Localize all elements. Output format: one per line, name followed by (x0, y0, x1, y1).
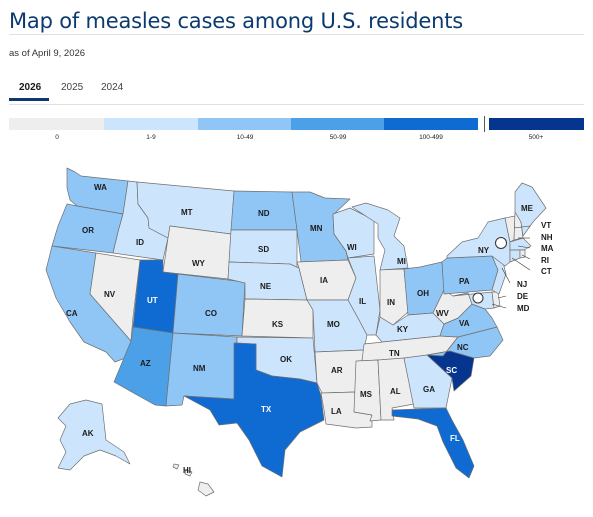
dc-marker (472, 292, 484, 304)
tab-2024[interactable]: 2024 (101, 82, 124, 93)
label-al: AL (390, 387, 401, 396)
state-in[interactable] (379, 268, 409, 326)
label-ma: MA (541, 244, 554, 253)
label-mi: MI (397, 257, 406, 266)
label-ne: NE (260, 282, 272, 291)
page-title: Map of measles cases among U.S. resident… (9, 9, 463, 33)
label-or: OR (82, 226, 94, 235)
legend-swatch-1 (104, 118, 198, 130)
label-co: CO (205, 309, 217, 318)
legend-label-2: 10-49 (236, 134, 254, 141)
label-il: IL (359, 297, 366, 306)
label-ca: CA (66, 309, 78, 318)
state-hi-maui (184, 469, 193, 477)
legend-label-0: 0 (55, 134, 59, 141)
label-md: MD (517, 304, 530, 313)
tab-2026[interactable]: 2026 (19, 82, 42, 93)
label-ms: MS (360, 390, 373, 399)
label-ks: KS (272, 320, 284, 329)
state-me[interactable] (514, 182, 547, 237)
state-fl[interactable] (391, 407, 475, 479)
label-ky: KY (397, 325, 409, 334)
legend-divider (484, 116, 485, 132)
as-of-date: as of April 9, 2026 (9, 48, 86, 59)
state-ga[interactable] (403, 354, 453, 409)
label-tx: TX (261, 405, 272, 414)
state-ks[interactable] (241, 298, 314, 339)
year-tabs: 2026 2025 2024 (9, 82, 584, 105)
label-ia: IA (320, 276, 328, 285)
legend-swatch-3 (291, 118, 384, 130)
label-ok: OK (280, 355, 292, 364)
legend-label-5: 500+ (528, 134, 544, 141)
tab-2025[interactable]: 2025 (61, 82, 84, 93)
state-wy[interactable] (162, 225, 232, 280)
label-pa: PA (459, 277, 470, 286)
state-co[interactable] (172, 273, 246, 337)
label-wy: WY (192, 259, 206, 268)
label-wv: WV (436, 309, 450, 318)
label-mn: MN (310, 224, 323, 233)
state-mi[interactable] (351, 202, 409, 271)
callout-lines (491, 225, 531, 309)
legend-label-1: 1-9 (146, 134, 156, 141)
legend-bar (9, 118, 584, 130)
state-ak[interactable] (57, 399, 131, 471)
label-sd: SD (258, 245, 269, 254)
label-va: VA (459, 319, 470, 328)
label-tn: TN (389, 349, 400, 358)
label-hi: HI (183, 466, 191, 475)
label-oh: OH (417, 289, 429, 298)
label-nd: ND (258, 209, 270, 218)
label-ut: UT (147, 296, 158, 305)
label-nm: NM (193, 364, 206, 373)
label-az: AZ (140, 359, 151, 368)
state-hi[interactable] (197, 481, 215, 497)
label-ar: AR (331, 366, 343, 375)
legend-swatch-2 (198, 118, 291, 130)
legend-swatch-4 (384, 118, 478, 130)
label-in: IN (387, 298, 395, 307)
legend-label-3: 50-99 (329, 134, 347, 141)
label-ak: AK (82, 429, 94, 438)
label-wa: WA (94, 183, 107, 192)
label-nc: NC (457, 343, 469, 352)
label-ri: RI (541, 256, 549, 265)
state-wi[interactable] (332, 207, 375, 259)
state-labels: WA OR CA ID NV MT WY UT AZ CO NM ND SD N… (66, 183, 554, 475)
active-tab-indicator (9, 98, 49, 101)
label-mo: MO (327, 320, 340, 329)
state-hi-oahu (172, 463, 180, 470)
dc-marker-ne (495, 237, 507, 249)
legend-swatch-0 (9, 118, 104, 130)
title-divider (9, 34, 584, 35)
legend-swatch-5 (489, 118, 584, 130)
state-ri[interactable] (519, 249, 526, 259)
label-la: LA (331, 407, 342, 416)
label-de: DE (517, 292, 529, 301)
state-nv[interactable] (89, 252, 141, 342)
us-map: WA OR CA ID NV MT WY UT AZ CO NM ND SD N… (45, 167, 554, 497)
label-ny: NY (478, 246, 490, 255)
label-wi: WI (347, 243, 357, 252)
label-ct: CT (541, 267, 552, 276)
label-nj: NJ (517, 280, 527, 289)
label-me: ME (521, 204, 534, 213)
label-mt: MT (181, 208, 193, 217)
label-vt: VT (541, 221, 551, 230)
label-fl: FL (450, 434, 460, 443)
label-nh: NH (541, 233, 553, 242)
label-nv: NV (104, 290, 116, 299)
state-tx[interactable] (183, 342, 325, 478)
state-pa[interactable] (441, 255, 499, 295)
state-il[interactable] (347, 255, 381, 336)
legend-label-4: 100-499 (419, 134, 443, 141)
label-ga: GA (423, 385, 435, 394)
label-id: ID (136, 238, 144, 247)
label-sc: SC (446, 366, 457, 375)
